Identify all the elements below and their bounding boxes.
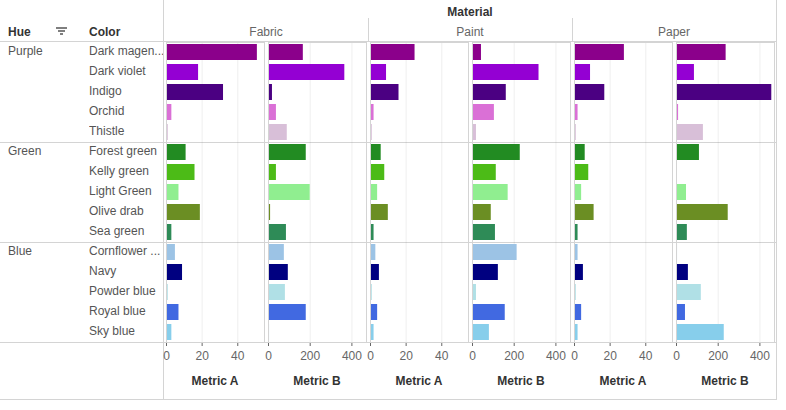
html-text:Kelly green: Kelly green bbox=[89, 164, 149, 178]
html-text:Dark violet: Dark violet bbox=[89, 64, 146, 78]
svg-text:400: 400 bbox=[750, 349, 770, 363]
html-text:Material: Material bbox=[447, 5, 493, 19]
html-text:Hue: Hue bbox=[8, 25, 31, 39]
html-text:Fabric: Fabric bbox=[249, 25, 283, 39]
html-text:Color: Color bbox=[89, 25, 121, 39]
svg-text:200: 200 bbox=[300, 349, 320, 363]
html-text:Sea green: Sea green bbox=[89, 224, 145, 238]
html-text:Sky blue: Sky blue bbox=[89, 324, 135, 338]
html-text:Metric A: Metric A bbox=[395, 374, 443, 388]
svg-text:200: 200 bbox=[708, 349, 728, 363]
svg-text:40: 40 bbox=[639, 349, 653, 363]
svg-text:0: 0 bbox=[367, 349, 374, 363]
html-text:Dark magen...: Dark magen... bbox=[89, 44, 165, 58]
html-text:Metric B: Metric B bbox=[701, 374, 749, 388]
html-text:Green: Green bbox=[8, 144, 42, 158]
svg-text:0: 0 bbox=[265, 349, 272, 363]
html-text:Cornflower ...: Cornflower ... bbox=[89, 244, 161, 258]
svg-text:0: 0 bbox=[163, 349, 170, 363]
html-text:Metric B: Metric B bbox=[293, 374, 341, 388]
svg-text:20: 20 bbox=[195, 349, 209, 363]
html-text:Forest green: Forest green bbox=[89, 144, 157, 158]
html-text:Metric A: Metric A bbox=[599, 374, 647, 388]
svg-text:0: 0 bbox=[673, 349, 680, 363]
svg-text:400: 400 bbox=[342, 349, 362, 363]
svg-text:0: 0 bbox=[571, 349, 578, 363]
html-text:Metric B: Metric B bbox=[497, 374, 545, 388]
html-text:Blue: Blue bbox=[8, 244, 32, 258]
svg-text:20: 20 bbox=[603, 349, 617, 363]
html-text:Orchid: Orchid bbox=[89, 104, 125, 118]
html-text:Royal blue: Royal blue bbox=[89, 304, 146, 318]
svg-text:20: 20 bbox=[399, 349, 413, 363]
svg-text:40: 40 bbox=[231, 349, 245, 363]
html-text:Powder blue: Powder blue bbox=[89, 284, 156, 298]
html-text:Navy: Navy bbox=[89, 264, 117, 278]
html-text:Olive drab: Olive drab bbox=[89, 204, 144, 218]
html-text:Paper: Paper bbox=[658, 25, 690, 39]
svg-text:400: 400 bbox=[546, 349, 566, 363]
svg-text:40: 40 bbox=[435, 349, 449, 363]
html-text:Light Green: Light Green bbox=[89, 184, 152, 198]
html-text:Thistle: Thistle bbox=[89, 124, 125, 138]
svg-text:0: 0 bbox=[469, 349, 476, 363]
html-text:Purple: Purple bbox=[8, 44, 43, 58]
svg-text:200: 200 bbox=[504, 349, 524, 363]
html-text:Paint: Paint bbox=[456, 25, 484, 39]
html-text:Metric A: Metric A bbox=[191, 374, 239, 388]
html-text:Indigo: Indigo bbox=[89, 84, 122, 98]
